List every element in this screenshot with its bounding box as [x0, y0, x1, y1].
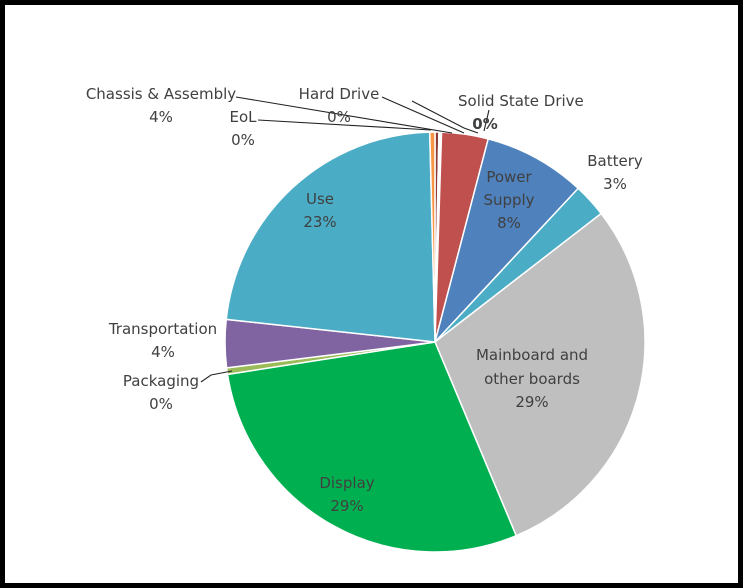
- leader-line-hard-drive: [381, 96, 465, 134]
- slice-percent-mainboard-and-other-boards: 29%: [515, 393, 548, 411]
- slice-label-packaging: Packaging: [123, 372, 199, 390]
- pie-slice-mainboard-and-other-boards: [434, 212, 646, 537]
- slice-percent-power-supply: 8%: [497, 214, 521, 232]
- slice-label-mainboard-and-other-boards-1: Mainboard and: [476, 346, 588, 364]
- slice-percent-use: 23%: [303, 213, 336, 231]
- slice-label-hard-drive: Hard Drive: [299, 85, 380, 103]
- slice-label-battery: Battery: [587, 152, 643, 170]
- slice-percent-display: 29%: [330, 497, 363, 515]
- slice-label-use: Use: [306, 190, 334, 208]
- pie-slice-use: [225, 131, 436, 343]
- slice-percent-hard-drive: 0%: [327, 108, 351, 126]
- leader-line-packaging: [200, 370, 233, 383]
- slice-label-display: Display: [319, 474, 374, 492]
- slice-percent-eol: 0%: [231, 131, 255, 149]
- leader-line-optical-drive: [483, 109, 490, 132]
- pie-slice-display: [226, 341, 518, 553]
- pie-slice-power-supply: [434, 137, 580, 343]
- slice-label-power-supply-1: Power: [486, 168, 532, 186]
- leader-line-chassis-and-assembly: [235, 96, 453, 134]
- slice-label-solid-state-drive: Solid State Drive: [458, 92, 584, 110]
- leader-lines: [200, 96, 490, 383]
- slice-percent-solid-state-drive: 0%: [472, 115, 497, 133]
- slice-percent-transportation: 4%: [151, 343, 175, 361]
- pie-slice-eol: [428, 131, 436, 343]
- pie-slices: [224, 131, 646, 553]
- leader-line-solid-state-drive: [411, 100, 479, 134]
- slice-label-mainboard-and-other-boards-2: other boards: [484, 370, 580, 388]
- slice-label-eol: EoL: [229, 108, 257, 126]
- slice-labels: Hard Drive 0% Solid State Drive 0% Chassis &…: [86, 85, 643, 515]
- slice-label-transportation: Transportation: [108, 320, 217, 338]
- slice-percent-battery: 3%: [603, 175, 627, 193]
- slice-percent-packaging: 0%: [149, 395, 173, 413]
- leader-line-eol: [257, 119, 432, 131]
- slice-label-chassis-and-assembly: Chassis & Assembly: [86, 85, 236, 103]
- slice-label-power-supply-2: Supply: [483, 191, 534, 209]
- slice-percent-chassis-and-assembly: 4%: [149, 108, 173, 126]
